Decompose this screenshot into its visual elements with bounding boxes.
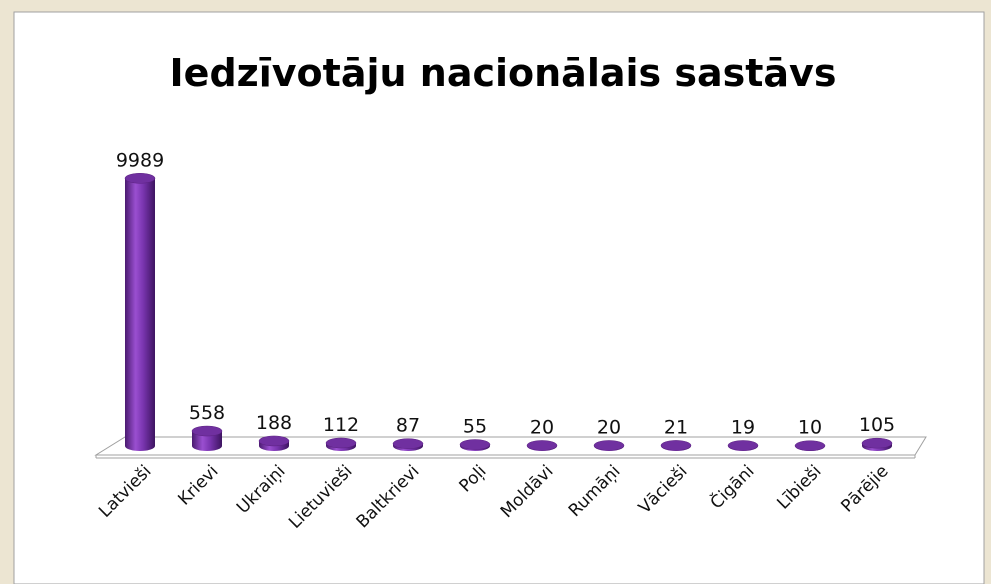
value-label: 9989 (116, 149, 164, 171)
bar-part (593, 440, 625, 451)
bar (526, 440, 558, 451)
value-label: 21 (664, 416, 688, 438)
value-label: 558 (189, 402, 225, 424)
bar-part (258, 435, 290, 447)
value-label: 105 (859, 414, 895, 436)
bar (459, 439, 491, 451)
value-label: 10 (798, 417, 822, 439)
bar (392, 438, 424, 451)
value-label: 20 (530, 416, 554, 438)
bar (593, 440, 625, 451)
bar (258, 435, 290, 451)
value-label: 20 (597, 416, 621, 438)
bar-part (459, 439, 491, 450)
bar-part (191, 425, 223, 437)
value-label: 55 (463, 416, 487, 438)
value-label: 188 (256, 412, 292, 434)
bar (191, 425, 223, 451)
bar (861, 437, 893, 451)
value-label: 87 (396, 415, 420, 437)
bar-part (392, 438, 424, 449)
bar (325, 437, 357, 451)
value-label: 112 (323, 414, 359, 436)
floor (94, 436, 927, 456)
value-label: 19 (731, 416, 755, 438)
bar (794, 440, 826, 451)
chart-title: Iedzīvotāju nacionālais sastāvs (170, 51, 837, 95)
bar-part (526, 440, 558, 451)
bar (727, 440, 759, 451)
chart-area (13, 11, 985, 584)
bar (124, 173, 156, 451)
bar-part (660, 440, 692, 451)
bar-part (794, 440, 826, 451)
bar (660, 440, 692, 451)
bar-part (727, 440, 759, 451)
bar-part (192, 431, 222, 451)
bar-part (124, 173, 156, 184)
bar-part (325, 437, 357, 449)
bar-part (125, 178, 155, 451)
bar-part (861, 437, 893, 449)
